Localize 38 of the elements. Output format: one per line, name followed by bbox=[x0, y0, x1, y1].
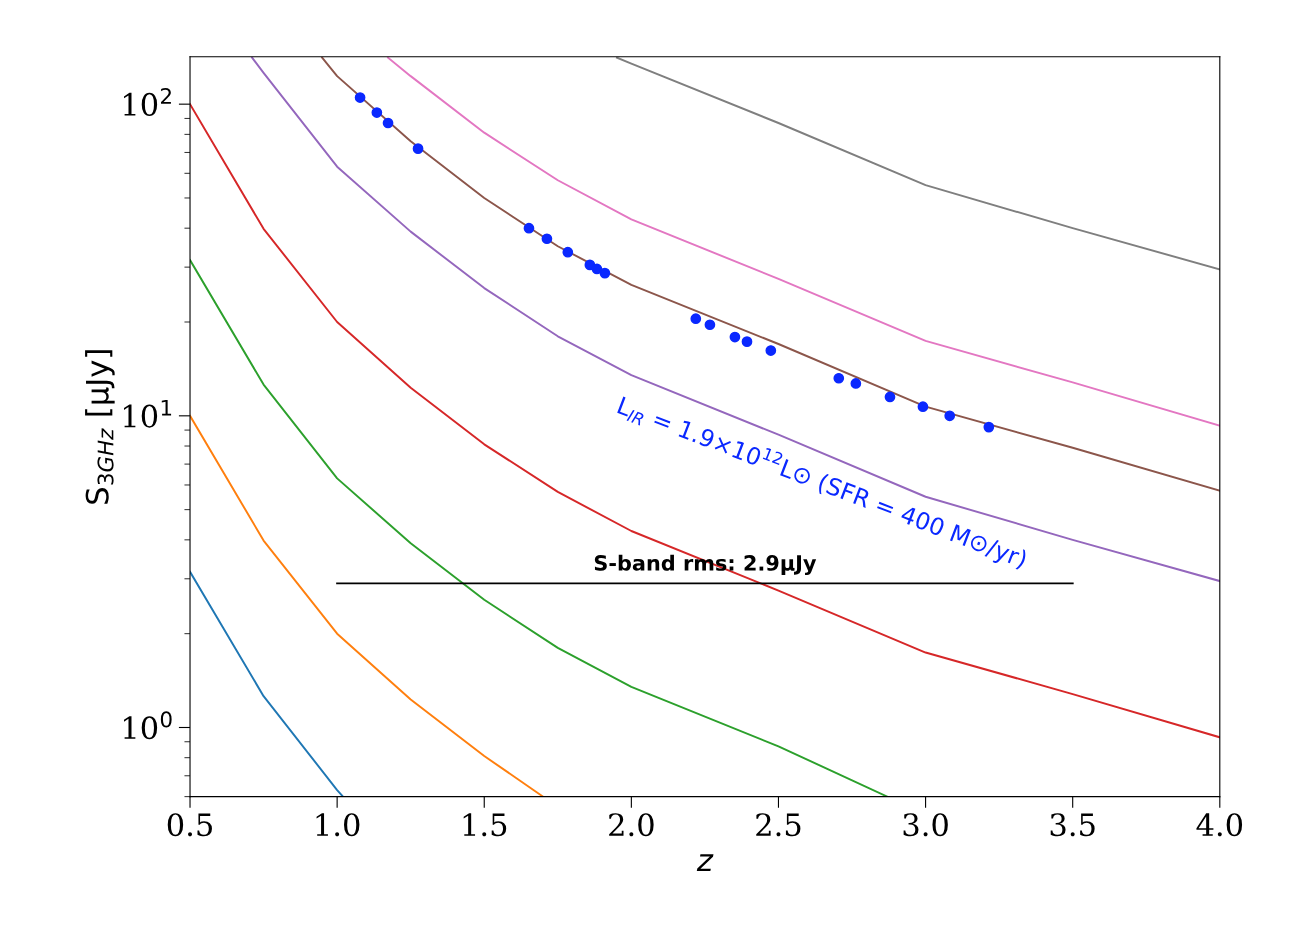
point bbox=[729, 331, 741, 343]
x-tick-label: 2.0 bbox=[609, 813, 654, 837]
point bbox=[523, 222, 535, 234]
point bbox=[562, 246, 574, 258]
point bbox=[833, 372, 845, 384]
x-axis-title: z bbox=[696, 854, 714, 871]
line-series bbox=[251, 56, 1220, 583]
line-series bbox=[190, 414, 545, 797]
x-tick-label: 2.5 bbox=[756, 813, 801, 837]
point bbox=[371, 107, 383, 118]
point bbox=[765, 345, 777, 356]
point bbox=[412, 143, 424, 154]
point bbox=[690, 313, 702, 325]
point bbox=[983, 421, 995, 433]
x-tick-label: 0.5 bbox=[167, 813, 212, 837]
point bbox=[884, 391, 896, 403]
line-series bbox=[615, 56, 1220, 271]
x-tick-label: 1.0 bbox=[316, 813, 360, 837]
x-tick-label: 3.5 bbox=[1050, 813, 1095, 837]
point bbox=[541, 233, 553, 245]
line-series bbox=[190, 570, 344, 797]
point bbox=[354, 92, 366, 103]
y-tick-label: 10$^{1}$ bbox=[124, 399, 172, 428]
point bbox=[741, 336, 753, 347]
point bbox=[382, 117, 394, 129]
point bbox=[599, 267, 611, 279]
x-tick-label: 3.0 bbox=[903, 813, 948, 837]
y-tick-label: 10$^{0}$ bbox=[124, 711, 172, 740]
point bbox=[850, 378, 862, 389]
point bbox=[591, 263, 603, 275]
point bbox=[917, 401, 929, 413]
x-tick-label: 4.0 bbox=[1196, 813, 1243, 837]
point bbox=[944, 410, 956, 422]
point bbox=[704, 319, 716, 331]
x-tick-label: 1.5 bbox=[463, 813, 507, 837]
y-axis-title: S$_{3GHz}$ [μJy] bbox=[85, 350, 115, 504]
line-series bbox=[190, 103, 1220, 739]
y-tick-label: 10$^{2}$ bbox=[124, 87, 171, 116]
